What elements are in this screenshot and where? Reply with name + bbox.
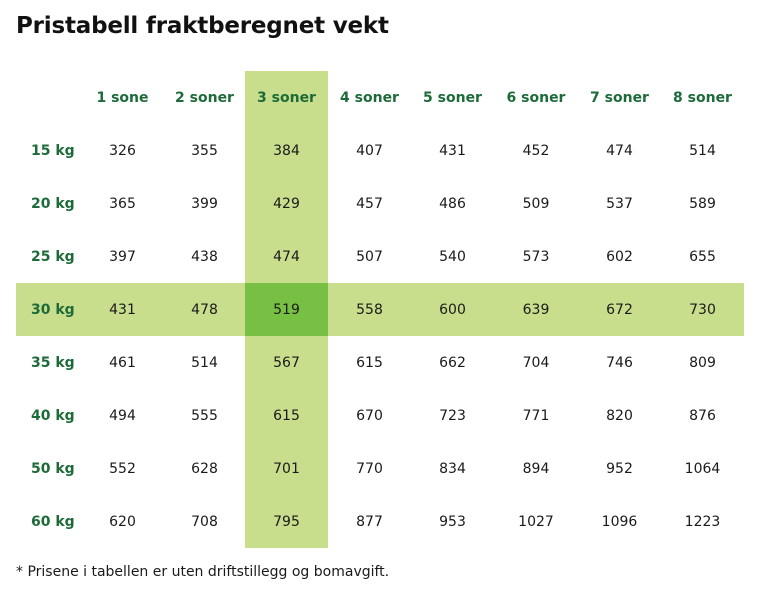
price-cell: 876 [689, 407, 716, 424]
price-cell: 514 [191, 354, 218, 371]
price-cell: 615 [356, 354, 383, 371]
column-header: 5 soner [423, 89, 482, 106]
row-header: 50 kg [31, 460, 75, 477]
row-header: 40 kg [31, 407, 75, 424]
price-grid: 1 sone 2 soner 3 soner 4 soner 5 soner 6… [16, 71, 744, 548]
price-cell: 478 [191, 301, 218, 318]
price-cell: 620 [109, 513, 136, 530]
price-cell: 558 [356, 301, 383, 318]
price-cell: 953 [439, 513, 466, 530]
price-cell: 1027 [518, 513, 554, 530]
price-cell: 509 [522, 195, 550, 212]
price-cell: 540 [439, 248, 466, 265]
price-cell: 552 [109, 460, 136, 477]
price-cell: 820 [606, 407, 633, 424]
row-header: 35 kg [31, 354, 75, 371]
price-cell: 670 [356, 407, 383, 424]
highlight-row-30-kg [16, 283, 744, 336]
price-cell: 770 [356, 460, 383, 477]
price-cell: 602 [606, 248, 633, 265]
price-cell: 894 [522, 460, 550, 477]
price-cell: 567 [273, 354, 300, 371]
price-cell: 461 [109, 354, 136, 371]
column-header: 6 soner [506, 89, 566, 106]
price-cell: 809 [689, 354, 716, 371]
price-cell: 326 [109, 142, 136, 159]
price-cell-selected: 519 [273, 301, 300, 318]
price-cell: 474 [273, 248, 300, 265]
price-cell: 555 [191, 407, 218, 424]
price-cell: 662 [439, 354, 466, 371]
row-header: 20 kg [31, 195, 75, 212]
price-cell: 628 [191, 460, 218, 477]
row-header: 25 kg [31, 248, 75, 265]
price-cell: 1064 [684, 460, 721, 477]
price-cell: 573 [522, 248, 550, 265]
price-cell: 355 [191, 142, 218, 159]
price-cell: 746 [606, 354, 633, 371]
column-header: 3 soner [257, 89, 316, 106]
price-cell: 1223 [684, 513, 721, 530]
price-cell: 365 [109, 195, 136, 212]
price-cell: 486 [439, 195, 466, 212]
price-cell: 834 [439, 460, 466, 477]
price-cell: 708 [191, 513, 218, 530]
price-cell: 701 [273, 460, 300, 477]
row-header: 15 kg [31, 142, 75, 159]
price-cell: 407 [356, 142, 383, 159]
column-header: 2 soner [175, 89, 234, 106]
price-cell: 952 [606, 460, 633, 477]
footnote: * Prisene i tabellen er uten driftstille… [16, 564, 390, 580]
price-cell: 397 [109, 248, 136, 265]
price-cell: 615 [273, 407, 300, 424]
column-header: 4 soner [340, 89, 399, 106]
column-header: 7 soner [590, 89, 649, 106]
price-cell: 457 [356, 195, 383, 212]
price-table: 1 sone 2 soner 3 soner 4 soner 5 soner 6… [16, 71, 744, 548]
corner-cell [16, 71, 81, 124]
price-cell: 431 [439, 142, 466, 159]
price-cell: 438 [191, 248, 218, 265]
price-cell: 704 [522, 354, 550, 371]
price-cell: 600 [439, 301, 466, 318]
price-cell: 672 [606, 301, 633, 318]
price-cell: 514 [689, 142, 716, 159]
price-cell: 431 [109, 301, 136, 318]
price-cell: 639 [522, 301, 550, 318]
highlight-intersection [245, 283, 328, 336]
price-cell: 384 [273, 142, 300, 159]
price-cell: 537 [606, 195, 633, 212]
price-cell: 452 [522, 142, 550, 159]
page-title: Pristabell fraktberegnet vekt [16, 13, 389, 39]
price-cell: 589 [689, 195, 716, 212]
price-cell: 399 [191, 195, 218, 212]
price-cell: 723 [439, 407, 466, 424]
price-cell: 507 [356, 248, 383, 265]
price-cell: 877 [356, 513, 383, 530]
price-cell: 730 [689, 301, 716, 318]
row-header: 30 kg [31, 301, 75, 318]
column-header: 8 soner [673, 89, 732, 106]
price-cell: 429 [273, 195, 300, 212]
price-cell: 771 [522, 407, 550, 424]
price-cell: 474 [606, 142, 633, 159]
row-header: 60 kg [31, 513, 75, 530]
price-cell: 795 [273, 513, 300, 530]
price-cell: 655 [689, 248, 716, 265]
price-cell: 1096 [601, 513, 638, 530]
column-header: 1 sone [96, 89, 149, 106]
price-cell: 494 [109, 407, 136, 424]
